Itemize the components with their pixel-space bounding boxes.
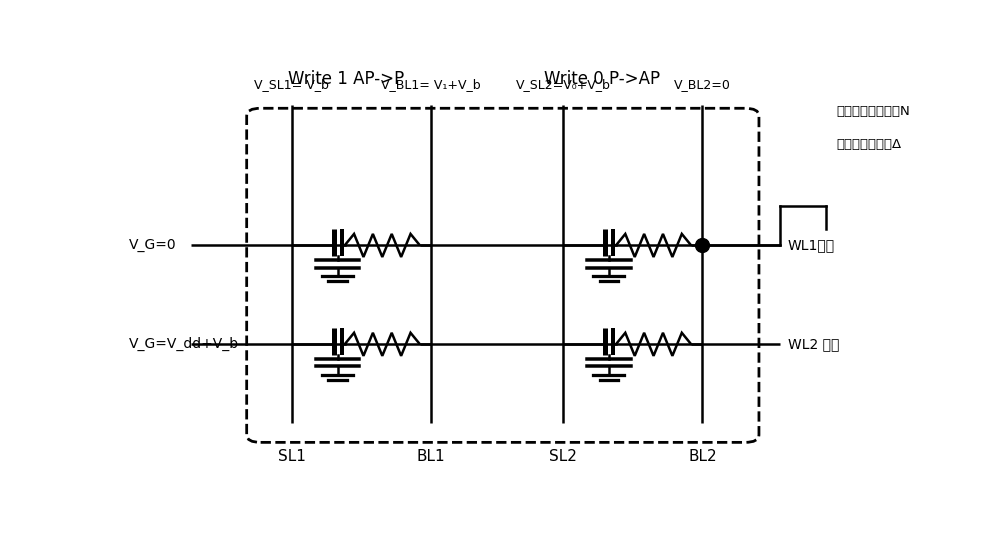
Text: V_BL2=0: V_BL2=0 bbox=[674, 78, 731, 91]
Text: BL1: BL1 bbox=[417, 449, 445, 464]
Text: V_BL1= V₁+V_b: V_BL1= V₁+V_b bbox=[381, 78, 481, 91]
Text: V_SL2=V₀+V_b: V_SL2=V₀+V_b bbox=[515, 78, 610, 91]
Text: V_G=0: V_G=0 bbox=[129, 239, 176, 253]
Text: SL2: SL2 bbox=[549, 449, 577, 464]
Text: WL2 接通: WL2 接通 bbox=[788, 338, 839, 351]
Text: WL1关断: WL1关断 bbox=[788, 239, 835, 253]
Text: BL2: BL2 bbox=[688, 449, 717, 464]
Text: Write 1 AP->P: Write 1 AP->P bbox=[288, 71, 404, 88]
Text: SL1: SL1 bbox=[278, 449, 306, 464]
Text: 存储阵列放置于深N: 存储阵列放置于深N bbox=[836, 105, 910, 118]
Text: V_G=V_dd+V_b: V_G=V_dd+V_b bbox=[129, 337, 239, 351]
Text: V_SL1= V_b: V_SL1= V_b bbox=[254, 78, 329, 91]
Text: 阱中，基极电位Δ: 阱中，基极电位Δ bbox=[836, 139, 902, 151]
Text: Write 0 P->AP: Write 0 P->AP bbox=[544, 71, 660, 88]
